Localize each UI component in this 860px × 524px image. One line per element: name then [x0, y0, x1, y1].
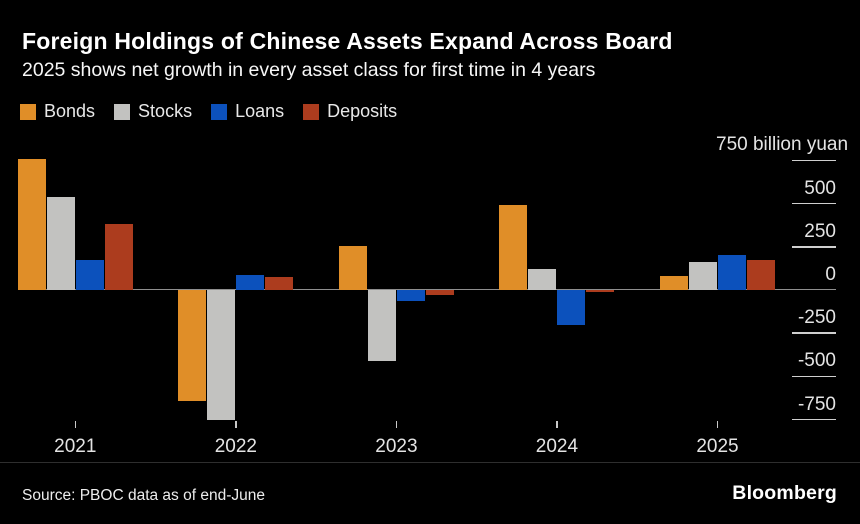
legend-item-deposits: Deposits [303, 101, 397, 122]
y-tick--250 [792, 332, 836, 334]
bar-2024-bonds [499, 205, 528, 290]
legend-item-bonds: Bonds [20, 101, 95, 122]
bar-2021-stocks [46, 196, 75, 290]
bar-2022-bonds [178, 290, 207, 401]
legend-label-loans: Loans [235, 101, 285, 121]
bonds-swatch-icon [20, 103, 36, 120]
zero-axis-line [18, 288, 836, 291]
footer-divider [0, 462, 860, 463]
bar-2023-deposits [425, 290, 454, 296]
y-tick-label-250: 250 [804, 220, 836, 242]
bar-2023-loans [396, 290, 425, 302]
loans-swatch-icon [211, 103, 228, 120]
x-tick-2025 [716, 421, 719, 428]
bar-2021-bonds [17, 158, 46, 290]
bar-2022-loans [236, 275, 265, 290]
bar-2024-deposits [586, 290, 615, 292]
x-tick-label-2021: 2021 [54, 436, 97, 457]
deposits-swatch-icon [303, 103, 320, 120]
y-tick-label-0: 0 [825, 264, 836, 285]
y-tick-500 [792, 202, 836, 205]
bar-2025-bonds [660, 276, 688, 290]
legend-label-deposits: Deposits [327, 101, 398, 121]
y-tick--750 [792, 418, 836, 421]
y-tick-label--500: -500 [797, 350, 836, 372]
bar-2022-stocks [207, 290, 236, 421]
legend-item-loans: Loans [211, 101, 284, 122]
x-tick-2022 [235, 421, 237, 428]
legend: Bonds Stocks Loans Deposits [20, 101, 397, 122]
bar-2021-deposits [104, 224, 133, 290]
legend-label-stocks: Stocks [138, 101, 193, 121]
y-tick-750 [792, 159, 836, 162]
x-tick-2023 [395, 421, 398, 428]
bar-2024-stocks [528, 269, 557, 290]
x-tick-2021 [74, 421, 77, 428]
x-tick-label-2023: 2023 [375, 436, 418, 457]
source-note: Source: PBOC data as of end-June [22, 487, 265, 504]
y-tick-label--750: -750 [797, 393, 836, 415]
bar-2023-stocks [367, 290, 396, 361]
bloomberg-logo: Bloomberg [732, 482, 837, 504]
x-tick-label-2024: 2024 [535, 436, 579, 457]
legend-label-bonds: Bonds [44, 101, 96, 121]
legend-item-stocks: Stocks [114, 101, 192, 122]
y-tick--500 [792, 375, 836, 378]
stocks-swatch-icon [114, 103, 131, 120]
y-tick-250 [792, 246, 836, 248]
bar-2024-loans [557, 290, 586, 326]
y-tick-label-500: 500 [804, 177, 836, 199]
chart-title: Foreign Holdings of Chinese Assets Expan… [22, 28, 673, 54]
y-tick-label-750: 750 billion yuan [716, 134, 849, 156]
bar-2025-stocks [689, 262, 717, 290]
bar-2025-deposits [747, 259, 775, 290]
bar-2021-loans [75, 259, 104, 290]
bar-2022-deposits [265, 277, 294, 290]
chart-subtitle: 2025 shows net growth in every asset cla… [22, 59, 596, 81]
bar-2023-bonds [338, 245, 367, 290]
x-tick-label-2025: 2025 [696, 436, 739, 457]
bar-2025-loans [718, 254, 746, 290]
x-tick-2024 [556, 421, 558, 428]
x-tick-label-2022: 2022 [214, 436, 257, 457]
y-tick-label--250: -250 [797, 307, 836, 329]
